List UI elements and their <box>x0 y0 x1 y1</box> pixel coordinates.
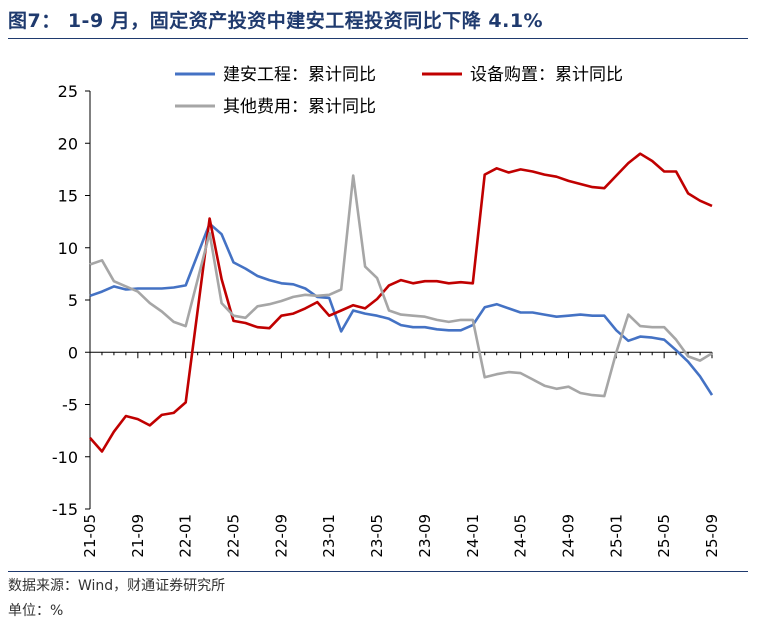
legend-label-2: 设备购置：累计同比 <box>470 65 623 85</box>
series-line-3 <box>89 174 713 398</box>
y-tick-label: -10 <box>52 448 78 467</box>
series-lines <box>89 152 714 453</box>
unit-note: 单位：% <box>8 603 64 619</box>
legend-label-3: 其他费用：累计同比 <box>223 97 376 117</box>
x-tick-label: 21-05 <box>81 514 99 558</box>
x-tick-label: 25-09 <box>703 514 721 558</box>
x-tick-label: 25-01 <box>607 514 625 558</box>
y-tick-label: 25 <box>58 82 78 101</box>
footer-divider <box>8 571 748 572</box>
chart-title: 图7： 1-9 月，固定资产投资中建安工程投资同比下降 4.1% <box>8 10 544 32</box>
y-tick-label: 20 <box>58 134 78 153</box>
x-tick-label: 23-09 <box>416 514 434 558</box>
x-tick-label: 22-09 <box>272 514 290 558</box>
y-tick-label: 15 <box>58 187 78 206</box>
x-tick-label: 22-05 <box>225 514 243 558</box>
y-tick-label: -5 <box>62 396 78 415</box>
y-tick-label: 10 <box>58 239 78 258</box>
source-note: 数据来源：Wind，财通证券研究所 <box>8 578 226 594</box>
x-tick-label: 25-05 <box>655 514 673 558</box>
series-line-2 <box>89 152 713 453</box>
x-tick-label: 24-01 <box>464 514 482 558</box>
axes: -15 -10 -5 0 5 10 15 20 25 21-05 21-09 22-01 22-05 22… <box>52 82 721 558</box>
y-tick-label: 0 <box>68 343 78 362</box>
x-tick-label: 24-09 <box>559 514 577 558</box>
y-tick-label: 5 <box>68 291 78 310</box>
x-tick-label: 24-05 <box>512 514 530 558</box>
x-tick-label: 22-01 <box>177 514 195 558</box>
x-tick-label: 23-01 <box>320 514 338 558</box>
title-divider <box>8 38 748 39</box>
y-tick-label: -15 <box>52 500 78 519</box>
legend-label-1: 建安工程：累计同比 <box>223 65 376 85</box>
series-line-1 <box>89 222 714 396</box>
x-tick-label: 23-05 <box>368 514 386 558</box>
x-tick-label: 21-09 <box>129 514 147 558</box>
